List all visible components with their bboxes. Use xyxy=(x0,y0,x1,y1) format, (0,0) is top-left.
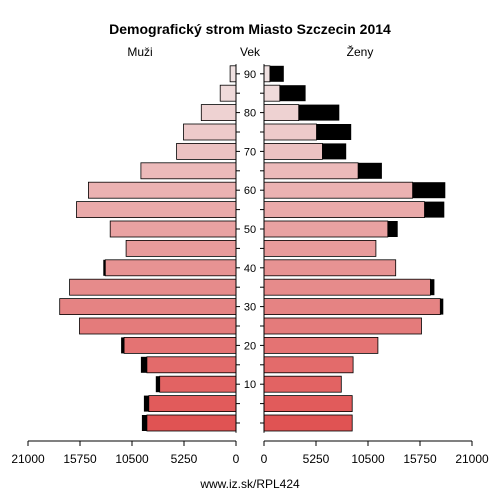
value-tick-label: 15750 xyxy=(63,452,97,466)
male-surplus-0-4 xyxy=(141,415,147,431)
female-bar-80-84 xyxy=(263,104,300,121)
male-surplus-40-44 xyxy=(103,259,106,276)
value-tick-label: 0 xyxy=(261,452,268,466)
value-tick-label: 10500 xyxy=(351,452,385,466)
female-surplus-30-34 xyxy=(440,298,444,315)
female-surplus-35-39 xyxy=(430,279,435,296)
female-bar-45-49 xyxy=(263,239,377,257)
female-bar-30-34 xyxy=(263,298,441,316)
female-label: Ženy xyxy=(347,44,374,59)
age-tick-label: 40 xyxy=(244,263,256,275)
age-tick-label: 20 xyxy=(244,340,256,352)
female-surplus-50-54 xyxy=(387,221,398,237)
age-tick-label: 60 xyxy=(244,185,256,197)
age-tick-label: 10 xyxy=(244,379,256,391)
footer-url: www.iz.sk/RPL424 xyxy=(199,477,300,491)
value-tick-label: 5250 xyxy=(303,452,330,466)
female-bar-85-89 xyxy=(263,84,281,102)
male-bar-15-19 xyxy=(146,356,237,374)
male-bar-40-44 xyxy=(104,259,237,277)
male-bar-70-74 xyxy=(176,142,237,160)
female-surplus-80-84 xyxy=(298,104,340,121)
male-bar-0-4 xyxy=(146,414,237,432)
female-surplus-70-74 xyxy=(322,143,347,160)
female-bar-0-4 xyxy=(263,414,353,432)
female-bar-40-44 xyxy=(263,259,397,277)
female-surplus-85-89 xyxy=(279,85,306,102)
female-bar-10-14 xyxy=(263,375,342,393)
female-bar-50-54 xyxy=(263,220,389,238)
female-bar-35-39 xyxy=(263,278,431,296)
bars-group xyxy=(59,65,446,432)
male-surplus-20-24 xyxy=(121,337,125,354)
female-bar-65-69 xyxy=(263,162,359,180)
male-surplus-10-14 xyxy=(155,376,160,393)
female-bar-60-64 xyxy=(263,181,414,199)
female-surplus-60-64 xyxy=(412,182,446,199)
age-tick-label: 50 xyxy=(244,224,256,236)
age-label: Vek xyxy=(240,45,261,59)
value-tick-label: 15750 xyxy=(403,452,437,466)
male-bar-80-84 xyxy=(200,104,237,121)
age-tick-label: 70 xyxy=(244,146,256,158)
female-bar-75-79 xyxy=(263,123,317,141)
male-bar-20-24 xyxy=(123,336,237,354)
female-surplus-90+ xyxy=(269,65,284,82)
age-tick-label: 90 xyxy=(244,69,256,81)
male-bar-65-69 xyxy=(140,162,237,180)
male-surplus-15-19 xyxy=(140,356,147,373)
female-bar-70-74 xyxy=(263,142,323,160)
value-tick-label: 21000 xyxy=(11,452,45,466)
chart-title: Demografický strom Miasto Szczecin 2014 xyxy=(109,21,391,37)
female-bar-25-29 xyxy=(263,317,422,335)
male-bar-10-14 xyxy=(159,375,237,393)
female-surplus-75-79 xyxy=(316,124,352,140)
female-bar-90+ xyxy=(263,65,271,83)
female-bar-15-19 xyxy=(263,356,354,374)
female-surplus-65-69 xyxy=(358,162,382,179)
male-bar-55-59 xyxy=(76,201,237,219)
value-tick-label: 0 xyxy=(233,452,240,466)
male-bar-30-34 xyxy=(59,298,237,316)
male-bar-35-39 xyxy=(69,278,237,296)
female-bar-20-24 xyxy=(263,336,379,354)
male-bar-50-54 xyxy=(109,220,237,238)
male-bar-60-64 xyxy=(88,181,237,199)
female-surplus-55-59 xyxy=(424,201,445,218)
axes-group: 10 20 30 40 50 60 70 80 90 21000 15750 10500 5250 0 0 5… xyxy=(11,64,489,466)
female-bar-55-59 xyxy=(263,201,425,219)
value-tick-label: 10500 xyxy=(115,452,149,466)
male-bar-90+ xyxy=(229,65,237,83)
age-tick-label: 80 xyxy=(244,108,256,120)
male-bar-85-89 xyxy=(219,84,237,102)
male-bar-5-9 xyxy=(148,395,237,413)
value-tick-label: 21000 xyxy=(455,452,489,466)
female-bar-5-9 xyxy=(263,395,353,413)
age-tick-label: 30 xyxy=(244,302,256,314)
male-label: Muži xyxy=(127,45,152,59)
male-bar-45-49 xyxy=(125,239,237,257)
male-bar-75-79 xyxy=(183,123,237,141)
value-tick-label: 5250 xyxy=(171,452,198,466)
male-surplus-5-9 xyxy=(143,395,149,412)
male-bar-25-29 xyxy=(79,317,237,335)
